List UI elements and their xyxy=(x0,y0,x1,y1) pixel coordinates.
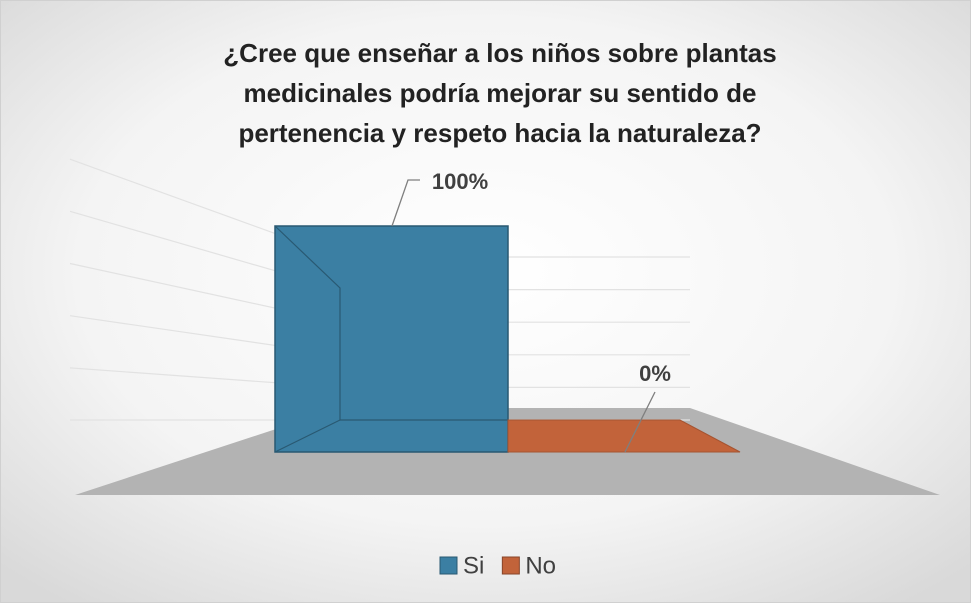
legend-swatch xyxy=(439,556,458,575)
bar-edge xyxy=(274,225,508,421)
legend-swatch xyxy=(501,556,520,575)
data-label: 100% xyxy=(432,169,488,194)
leader-line xyxy=(624,391,656,453)
data-label: 0% xyxy=(639,361,671,386)
leader-line xyxy=(391,179,420,227)
bar xyxy=(507,419,741,453)
bar-top xyxy=(507,419,741,453)
bar xyxy=(274,225,509,453)
legend-label: No xyxy=(525,552,556,579)
legend-label: Si xyxy=(463,552,484,579)
chart-title: ¿Cree que enseñar a los niños sobre plan… xyxy=(223,38,776,148)
bar-edge xyxy=(274,419,341,453)
